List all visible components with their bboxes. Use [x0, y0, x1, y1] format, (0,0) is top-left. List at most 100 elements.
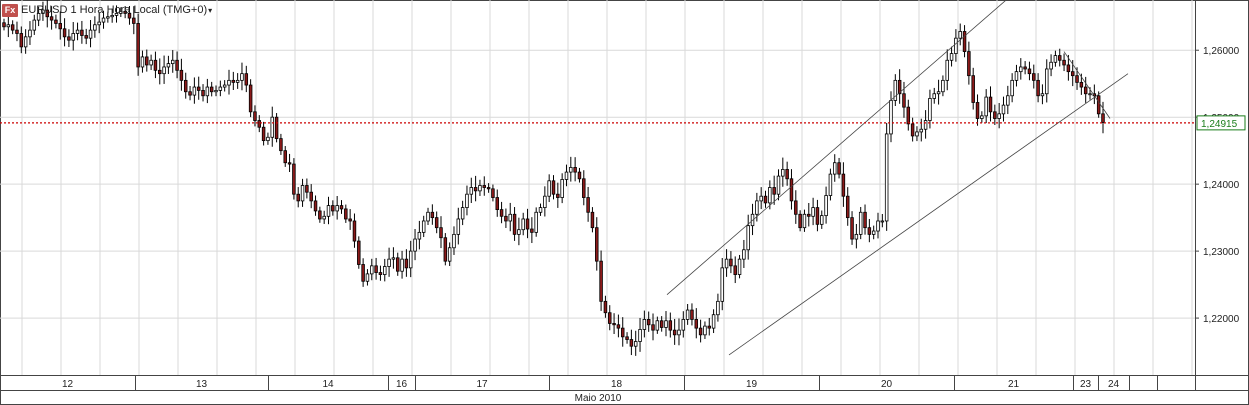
candle-down [608, 312, 612, 324]
candle-up [1001, 104, 1006, 115]
candle-down [646, 319, 651, 326]
candle-down [287, 162, 292, 165]
candle-down [967, 51, 971, 77]
x-day-label: 23 [1080, 379, 1092, 390]
y-tick-label: 1,22000 [1203, 314, 1240, 325]
candle-up [711, 314, 716, 329]
candle-down [1083, 86, 1088, 95]
candle-up [820, 215, 824, 225]
candle-up [685, 309, 690, 320]
candle-up [802, 213, 807, 229]
candle-down [586, 197, 590, 213]
candle-up [114, 12, 119, 16]
candle-up [1006, 95, 1010, 106]
candle-down [439, 227, 443, 239]
candle-up [755, 200, 759, 215]
candle-down [62, 28, 67, 38]
candle-up [543, 195, 547, 208]
candle-up [889, 100, 893, 135]
candle-down [1066, 64, 1071, 73]
candle-up [547, 180, 551, 197]
candle-up [534, 211, 538, 233]
y-tick-label: 1,26000 [1203, 46, 1240, 57]
candle-up [478, 185, 482, 192]
candle-up [23, 36, 28, 48]
candle-down [694, 319, 699, 329]
candle-down [395, 257, 400, 272]
candle-down [491, 188, 495, 198]
candle-up [664, 320, 668, 328]
candle-down [361, 264, 365, 282]
candle-up [421, 220, 426, 233]
candle-down [357, 240, 361, 265]
candle-up [119, 10, 123, 14]
candle-up [923, 120, 928, 130]
candle-down [975, 102, 980, 119]
candle-down [404, 258, 409, 269]
candle-up [149, 59, 153, 66]
candle-up [6, 24, 11, 28]
candle-down [1057, 55, 1062, 61]
trendline [728, 73, 1129, 356]
candle-up [958, 31, 962, 39]
candle-up [642, 319, 647, 330]
candle-down [897, 79, 902, 95]
candle-up [703, 325, 707, 336]
candle-down [582, 178, 586, 198]
candle-up [858, 211, 863, 235]
candle-down [863, 211, 867, 229]
candle-up [36, 12, 41, 21]
candle-down [659, 320, 664, 328]
candle-up [1010, 79, 1014, 97]
candle-up [365, 273, 370, 282]
candle-down [599, 260, 603, 302]
x-day-label: 21 [1008, 379, 1020, 390]
candle-down [209, 86, 214, 93]
candle-down [248, 84, 253, 113]
candle-up [564, 171, 569, 180]
candle-up [737, 258, 742, 275]
candle-up [465, 193, 469, 208]
candle-up [408, 250, 413, 269]
candle-down [1096, 95, 1101, 115]
candle-up [560, 179, 564, 198]
candle-down [1032, 73, 1036, 81]
candle-up [954, 37, 958, 54]
candle-down [729, 258, 733, 267]
candle-down [850, 217, 854, 240]
candle-up [413, 238, 417, 252]
candle-up [521, 218, 525, 231]
candle-up [1014, 71, 1019, 81]
candle-down [988, 96, 993, 113]
candle-down [374, 265, 378, 273]
candle-down [993, 111, 997, 119]
candle-down [807, 213, 811, 217]
candle-up [941, 79, 945, 93]
chart-title: EURUSD 1 Hora Hora Local (TMG+0) [21, 4, 208, 16]
candle-up [997, 113, 1001, 119]
candle-down [867, 227, 872, 235]
x-day-label: 14 [322, 379, 334, 390]
candle-down [179, 69, 184, 81]
candle-down [525, 218, 530, 230]
candle-down [132, 17, 136, 24]
candle-down [499, 209, 504, 217]
candle-down [201, 90, 205, 97]
candle-up [811, 207, 815, 217]
candle-down [971, 75, 975, 103]
candle-up [140, 56, 145, 68]
candle-up [1088, 93, 1092, 96]
candle-down [352, 220, 357, 242]
x-day-label: 19 [746, 379, 758, 390]
candle-up [1053, 55, 1058, 63]
candle-down [902, 93, 906, 108]
candle-down [772, 187, 776, 195]
candle-up [720, 267, 724, 302]
candle-up [326, 205, 331, 217]
trendline [666, 0, 1007, 295]
candle-up [633, 341, 638, 347]
candle-down [495, 197, 499, 210]
candle-down [906, 106, 911, 125]
chevron-down-icon[interactable]: ▾ [208, 5, 213, 15]
candle-down [504, 215, 508, 222]
